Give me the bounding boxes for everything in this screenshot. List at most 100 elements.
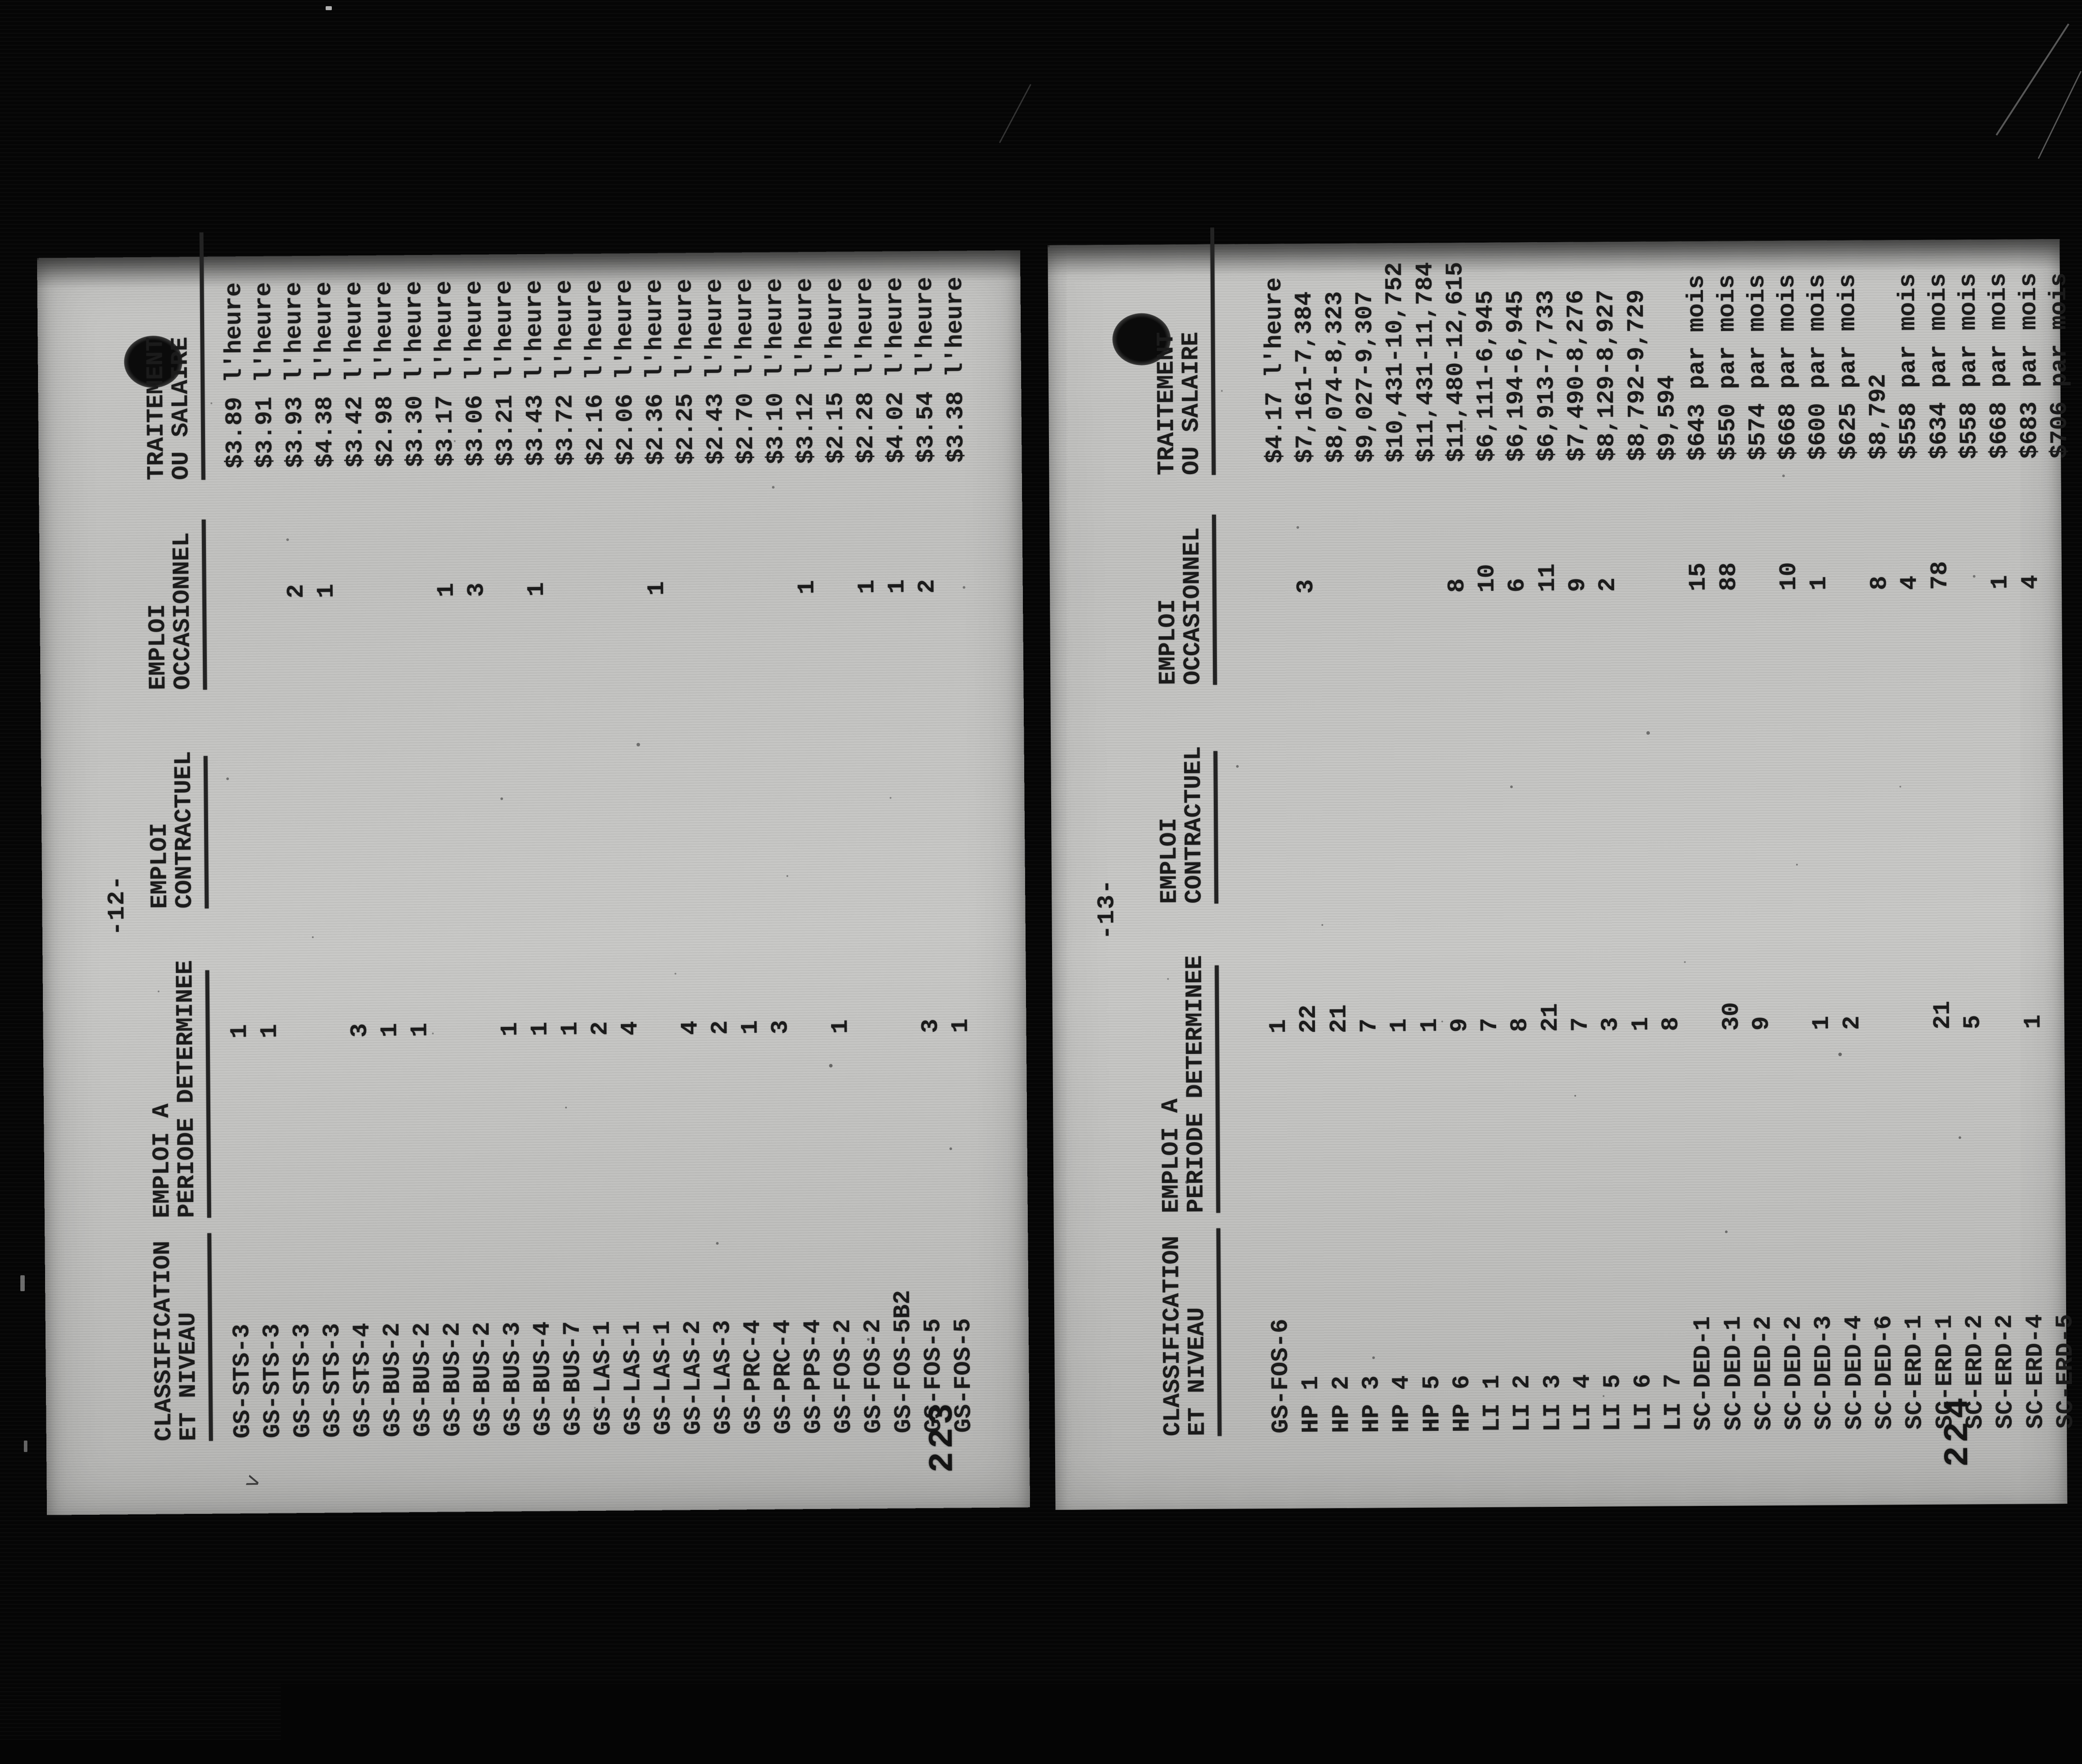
occasionnel-cell: 1 xyxy=(433,583,460,597)
occasionnel-cell: 1 xyxy=(313,584,340,598)
salaire-cell: $3.54 l'heure xyxy=(912,277,940,463)
table-row: GS-PPS-4 1 $3.12 l'heure xyxy=(791,252,828,1509)
table-row: GS-BUS-3 1 $3.21 l'heure xyxy=(491,254,527,1511)
occasionnel-cell: 10 xyxy=(1474,564,1501,593)
table-row: LI 1 7 10 $6,111-6,945 xyxy=(1472,243,1506,1507)
salaire-cell: $2.36 l'heure xyxy=(641,279,669,465)
classification-cell: HP 6 xyxy=(1449,1375,1476,1433)
classification-cell: SC-DED-2 xyxy=(1750,1316,1778,1431)
salaire-cell: $3.91 l'heure xyxy=(251,282,279,468)
salaire-cell: $7,490-8,276 xyxy=(1563,290,1591,462)
salaire-cell: $3.93 l'heure xyxy=(281,282,309,468)
salaire-cell: $8,792 xyxy=(1865,374,1892,460)
table-row: SC-DED-2 10 $668 par mois xyxy=(1774,241,1808,1505)
table-row: GS-BUS-2 1 $3.30 l'heure xyxy=(401,255,437,1512)
table-row: LI 4 7 9 $7,490-8,276 xyxy=(1562,242,1596,1507)
classification-cell: LI 4 xyxy=(1569,1374,1597,1432)
occasionnel-cell: 4 xyxy=(2017,575,2044,589)
salaire-cell: $2.25 l'heure xyxy=(671,279,699,465)
occasionnel-cell: 11 xyxy=(1535,563,1562,592)
occasionnel-cell: 6 xyxy=(1504,578,1531,593)
periode-determinee-cell: 1 xyxy=(1265,1019,1292,1034)
classification-cell: SC-DED-1 xyxy=(1690,1316,1717,1431)
table-row: GS-STS-3 1 $4.38 l'heure xyxy=(311,255,347,1513)
header-underline xyxy=(204,756,209,909)
table-body: GS-STS-3 1 $3.89 l'heure GS-STS-3 1 $3.9… xyxy=(37,258,47,1515)
header-line-1: CLASSIFICATION xyxy=(1160,1228,1186,1436)
rotated-document: -12- CLASSIFICATION ET NIVEAU EMPLOI A P… xyxy=(37,250,1030,1515)
salaire-cell: $4.17 l'heure xyxy=(1261,277,1289,464)
occasionnel-cell: 78 xyxy=(1927,561,1954,590)
periode-determinee-cell: 1 xyxy=(827,1019,854,1034)
salaire-cell: $2.98 l'heure xyxy=(371,281,399,468)
header-line-2: PERIODE DETERMINEE xyxy=(173,960,200,1218)
occasionnel-cell: 15 xyxy=(1685,563,1712,591)
archive-page-number: 224 xyxy=(1938,1394,1978,1467)
classification-cell: GS-FOS-5B2 xyxy=(889,1290,918,1433)
salaire-cell: $3.43 l'heure xyxy=(521,280,549,466)
occasionnel-cell: 1 xyxy=(854,579,881,594)
scanned-page-right: -13- CLASSIFICATION ET NIVEAU EMPLOI A P… xyxy=(1048,239,2067,1510)
salaire-cell: $3.72 l'heure xyxy=(551,280,579,466)
classification-cell: SC-ERD-5 xyxy=(2052,1314,2080,1429)
table-row: SC-ERD-1 4 $558 par mois xyxy=(1894,240,1928,1505)
salaire-cell: $4.02 l'heure xyxy=(881,277,910,464)
classification-cell: GS-STS-3 xyxy=(289,1323,317,1438)
periode-determinee-cell: 3 xyxy=(1597,1017,1624,1032)
periode-determinee-cell: 1 xyxy=(226,1024,253,1039)
classification-cell: GS-BUS-2 xyxy=(379,1323,407,1437)
periode-determinee-cell: 4 xyxy=(617,1021,644,1036)
table-row: SC-ERD-5 $706 par mois xyxy=(2045,239,2079,1504)
table-row: LI 2 8 6 $6,194-6,945 xyxy=(1502,242,1536,1507)
occasionnel-cell: 1 xyxy=(1806,576,1833,591)
classification-cell: GS-FOS-2 xyxy=(860,1319,888,1434)
header-line-2: PERIODE DETERMINEE xyxy=(1183,955,1209,1213)
periode-determinee-cell: 9 xyxy=(1748,1016,1775,1031)
classification-cell: LI 6 xyxy=(1630,1374,1657,1431)
occasionnel-cell: 3 xyxy=(464,582,490,597)
salaire-cell: $6,913-7,733 xyxy=(1533,290,1561,462)
classification-cell: LI 7 xyxy=(1660,1374,1687,1431)
header-line-2: OCCASIONNEL xyxy=(170,520,196,690)
classification-cell: GS-LAS-1 xyxy=(650,1320,677,1435)
table-row: SC-ERD-1 21 78 $634 par mois xyxy=(1925,240,1959,1505)
salaire-cell: $3.21 l'heure xyxy=(491,280,519,467)
salaire-cell: $3.06 l'heure xyxy=(461,280,489,467)
page-marker: -13- xyxy=(1094,878,1121,939)
periode-determinee-cell: 7 xyxy=(1567,1017,1594,1032)
table-row: LI 7 8 $9,594 xyxy=(1653,241,1687,1506)
salaire-cell: $9,594 xyxy=(1654,375,1681,461)
salaire-cell: $2.28 l'heure xyxy=(851,278,880,464)
salaire-cell: $668 par mois xyxy=(1774,274,1802,460)
table-row: HP 5 1 $11,431-11,784 xyxy=(1412,243,1446,1508)
header-underline xyxy=(207,1233,213,1441)
salaire-cell: $550 par mois xyxy=(1714,274,1742,461)
classification-cell: SC-ERD-1 xyxy=(1901,1315,1929,1430)
table-row: SC-ERD-2 1 $668 par mois xyxy=(1985,240,2019,1504)
table-row: GS-STS-3 1 $3.89 l'heure xyxy=(220,256,257,1513)
occasionnel-cell: 1 xyxy=(524,582,551,597)
salaire-cell: $2.70 l'heure xyxy=(731,278,760,465)
periode-determinee-cell: 1 xyxy=(527,1022,554,1036)
occasionnel-cell: 8 xyxy=(1866,576,1893,590)
salaire-cell: $8,074-8,323 xyxy=(1322,291,1349,463)
column-header-periode-determinee: EMPLOI A PERIODE DETERMINEE xyxy=(148,960,211,1218)
occasionnel-cell: 8 xyxy=(1444,578,1471,593)
occasionnel-cell: 2 xyxy=(914,579,941,593)
periode-determinee-cell: 22 xyxy=(1296,1004,1322,1033)
classification-cell: HP 5 xyxy=(1419,1375,1446,1433)
header-line-1: TRAITEMENT xyxy=(1154,228,1180,475)
classification-cell: GS-BUS-4 xyxy=(529,1321,557,1436)
periode-determinee-cell: 1 xyxy=(497,1022,524,1037)
table-row: SC-DED-3 1 1 $600 par mois xyxy=(1804,240,1838,1505)
periode-determinee-cell: 1 xyxy=(407,1023,433,1037)
salaire-cell: $683 par mois xyxy=(2016,273,2044,459)
film-scratch xyxy=(2038,71,2082,159)
salaire-cell: $625 par mois xyxy=(1835,274,1863,460)
periode-determinee-cell: 1 xyxy=(557,1022,584,1036)
salaire-cell: $574 par mois xyxy=(1744,274,1772,461)
salaire-cell: $706 par mois xyxy=(2046,273,2074,459)
periode-determinee-cell: 1 xyxy=(737,1020,764,1035)
salaire-cell: $10,431-10,752 xyxy=(1382,262,1410,463)
periode-determinee-cell: 1 xyxy=(1386,1019,1413,1033)
